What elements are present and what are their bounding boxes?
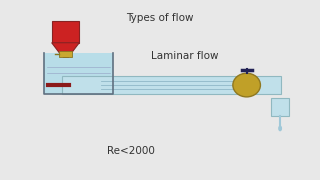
Polygon shape [52, 43, 79, 57]
Bar [271, 98, 289, 116]
Text: Laminar flow: Laminar flow [151, 51, 218, 60]
Bar [44, 53, 113, 94]
Text: Re<2000: Re<2000 [107, 146, 155, 156]
Text: Types of flow: Types of flow [126, 13, 194, 23]
Ellipse shape [278, 125, 282, 131]
Ellipse shape [233, 73, 260, 97]
Bar [52, 21, 79, 43]
Bar [63, 53, 68, 57]
Bar [59, 51, 72, 57]
Bar [61, 76, 281, 94]
